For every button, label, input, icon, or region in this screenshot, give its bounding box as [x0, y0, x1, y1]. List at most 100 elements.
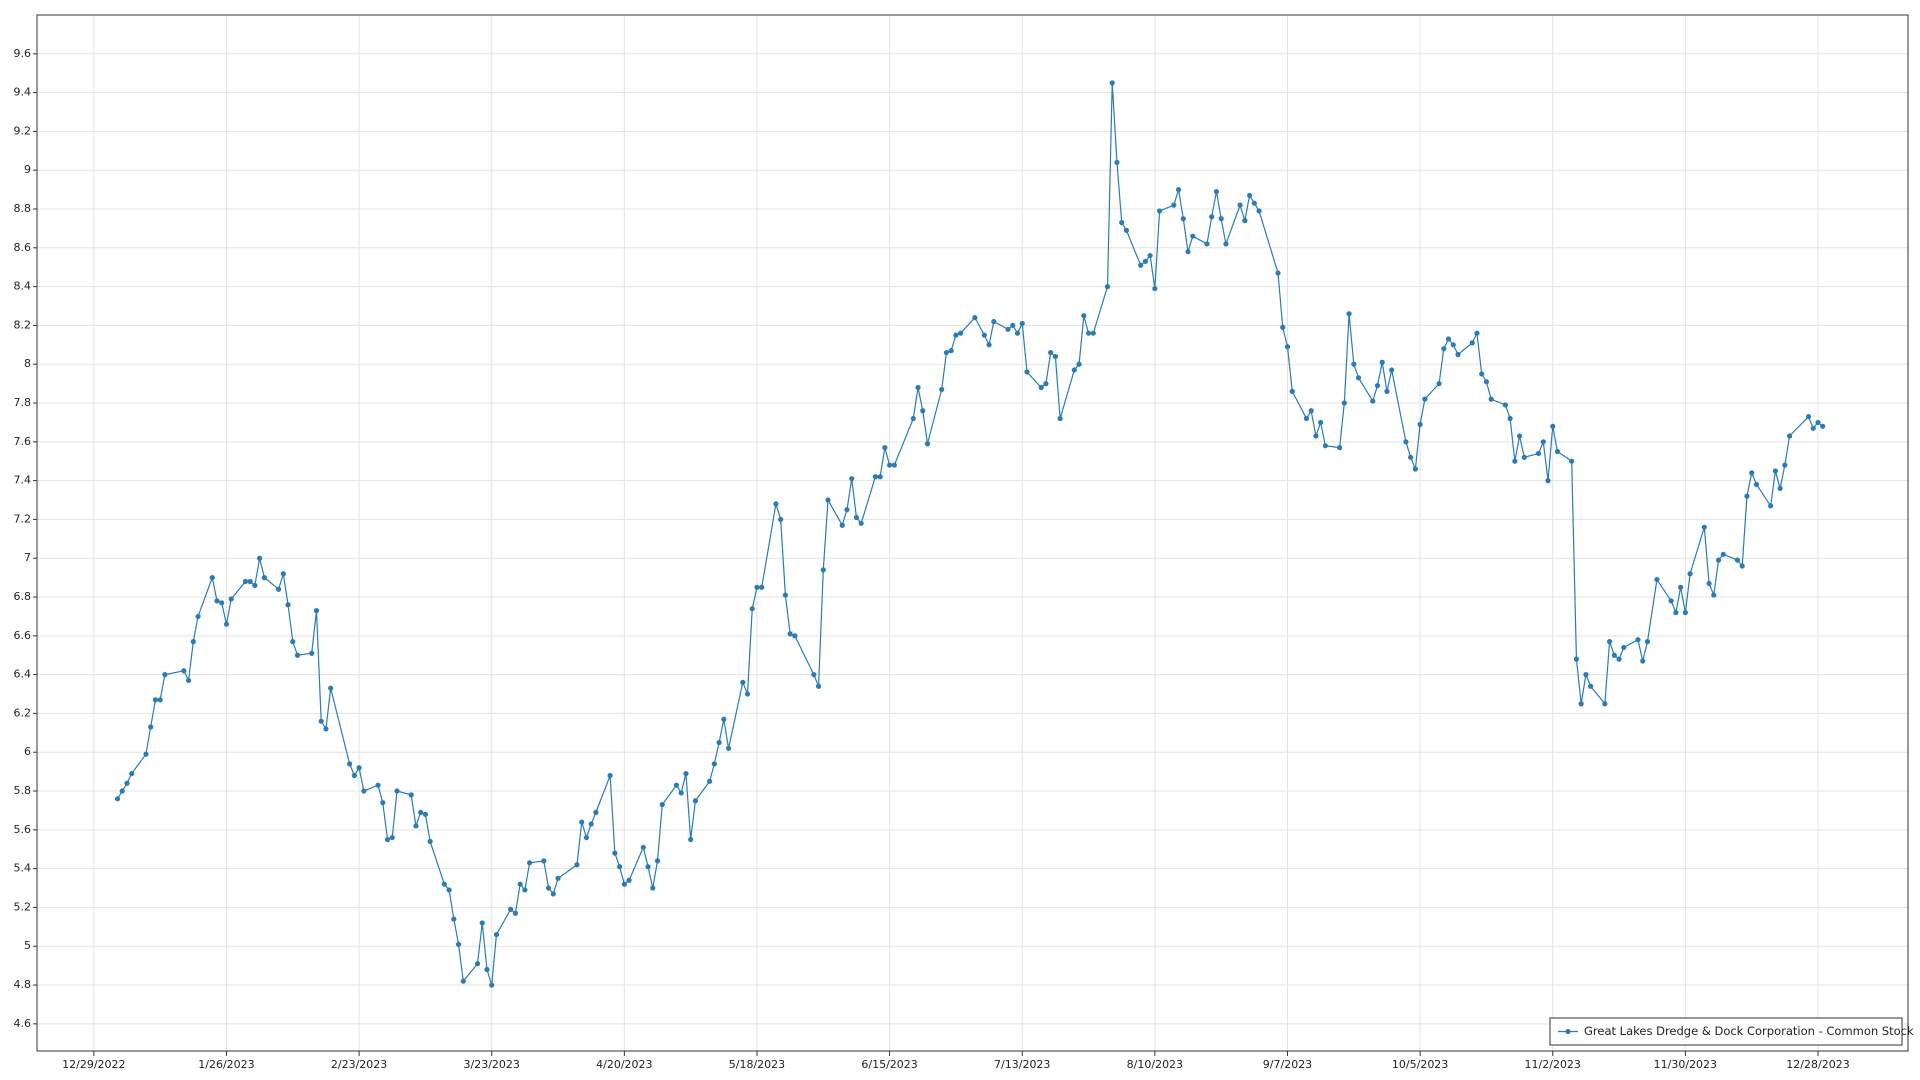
data-point	[659, 802, 665, 808]
data-point	[740, 679, 746, 685]
data-point	[607, 772, 613, 779]
data-point	[1668, 598, 1674, 604]
series-line	[117, 82, 1824, 986]
x-tick-label: 3/23/2023	[464, 1058, 520, 1071]
data-point	[1805, 413, 1812, 420]
data-point	[645, 864, 651, 870]
data-point	[1109, 80, 1115, 86]
data-point	[1810, 425, 1816, 431]
data-point	[1422, 396, 1428, 402]
data-point	[820, 567, 826, 573]
data-point	[1744, 493, 1750, 499]
data-point	[858, 520, 864, 526]
data-point	[1370, 398, 1376, 404]
data-point	[1408, 454, 1414, 460]
data-point	[157, 697, 163, 703]
data-point	[1554, 448, 1561, 455]
legend: Great Lakes Dredge & Dock Corporation - …	[1549, 1017, 1914, 1046]
data-point	[460, 978, 466, 984]
data-point	[1540, 439, 1546, 445]
y-tick-label: 7.8	[14, 396, 32, 409]
x-tick-label: 6/15/2023	[861, 1058, 917, 1071]
data-point	[190, 639, 196, 645]
data-point	[209, 575, 215, 581]
data-point	[280, 571, 286, 577]
data-point	[455, 941, 462, 947]
y-tick-label: 7	[24, 551, 31, 564]
data-point	[522, 887, 528, 893]
data-point	[882, 445, 888, 451]
x-tick-label: 10/5/2023	[1392, 1058, 1448, 1071]
data-point	[1157, 208, 1163, 214]
data-point	[1256, 208, 1262, 214]
data-point	[247, 578, 253, 585]
y-tick-label: 9.4	[14, 86, 32, 99]
data-point	[778, 516, 784, 523]
x-tick-label: 11/30/2023	[1654, 1058, 1717, 1071]
y-tick-label: 8.8	[14, 202, 32, 215]
data-point	[394, 788, 400, 794]
data-point	[1142, 258, 1148, 264]
data-point	[493, 931, 500, 938]
data-point	[1621, 644, 1627, 651]
y-tick-label: 5.2	[14, 900, 32, 913]
data-point	[484, 966, 490, 973]
data-point	[347, 761, 353, 767]
data-point	[1014, 330, 1021, 336]
data-point	[1469, 340, 1475, 346]
y-tick-label: 9.6	[14, 47, 32, 60]
y-tick-label: 8.4	[14, 280, 32, 293]
data-point	[825, 497, 831, 503]
data-point	[1114, 159, 1120, 166]
data-point	[579, 819, 585, 825]
data-point	[1768, 503, 1774, 509]
data-point	[626, 877, 632, 883]
data-point	[612, 850, 618, 856]
data-point	[1223, 241, 1229, 247]
y-tick-label: 4.8	[14, 978, 32, 991]
data-point	[1289, 388, 1295, 394]
y-tick-label: 8.2	[14, 318, 32, 331]
data-point	[1303, 415, 1310, 422]
data-point	[1734, 557, 1741, 563]
data-point	[1237, 202, 1243, 208]
data-point	[1085, 330, 1092, 336]
x-tick-label: 4/20/2023	[596, 1058, 652, 1071]
data-point	[1512, 458, 1518, 464]
data-point	[844, 507, 850, 513]
data-point	[1616, 656, 1622, 662]
data-point	[119, 788, 125, 794]
data-point	[252, 582, 258, 588]
data-point	[782, 592, 789, 598]
data-point	[1019, 320, 1025, 327]
data-point	[1374, 382, 1381, 389]
data-point	[1081, 313, 1087, 319]
x-tick-label: 5/18/2023	[729, 1058, 785, 1071]
data-point	[1005, 326, 1011, 332]
data-point	[839, 522, 845, 528]
data-point	[408, 792, 414, 798]
data-point	[640, 844, 646, 850]
data-point	[1678, 584, 1684, 590]
data-point	[773, 501, 779, 507]
data-point	[692, 798, 699, 804]
data-point	[427, 838, 433, 845]
data-point	[1786, 433, 1793, 439]
data-point	[1545, 478, 1551, 484]
data-point	[1588, 683, 1594, 689]
data-point	[129, 770, 135, 777]
data-point	[683, 770, 689, 777]
data-point	[1479, 371, 1485, 377]
data-point	[1104, 284, 1111, 290]
data-point	[1521, 454, 1527, 460]
data-point	[593, 809, 599, 815]
data-point	[1483, 379, 1490, 385]
data-point	[1171, 202, 1177, 208]
data-point	[1635, 637, 1641, 643]
data-point	[1450, 342, 1456, 348]
data-point	[1777, 485, 1783, 491]
data-point	[309, 650, 315, 656]
data-point	[583, 834, 590, 841]
data-point	[1052, 353, 1058, 360]
data-point	[1246, 192, 1253, 199]
